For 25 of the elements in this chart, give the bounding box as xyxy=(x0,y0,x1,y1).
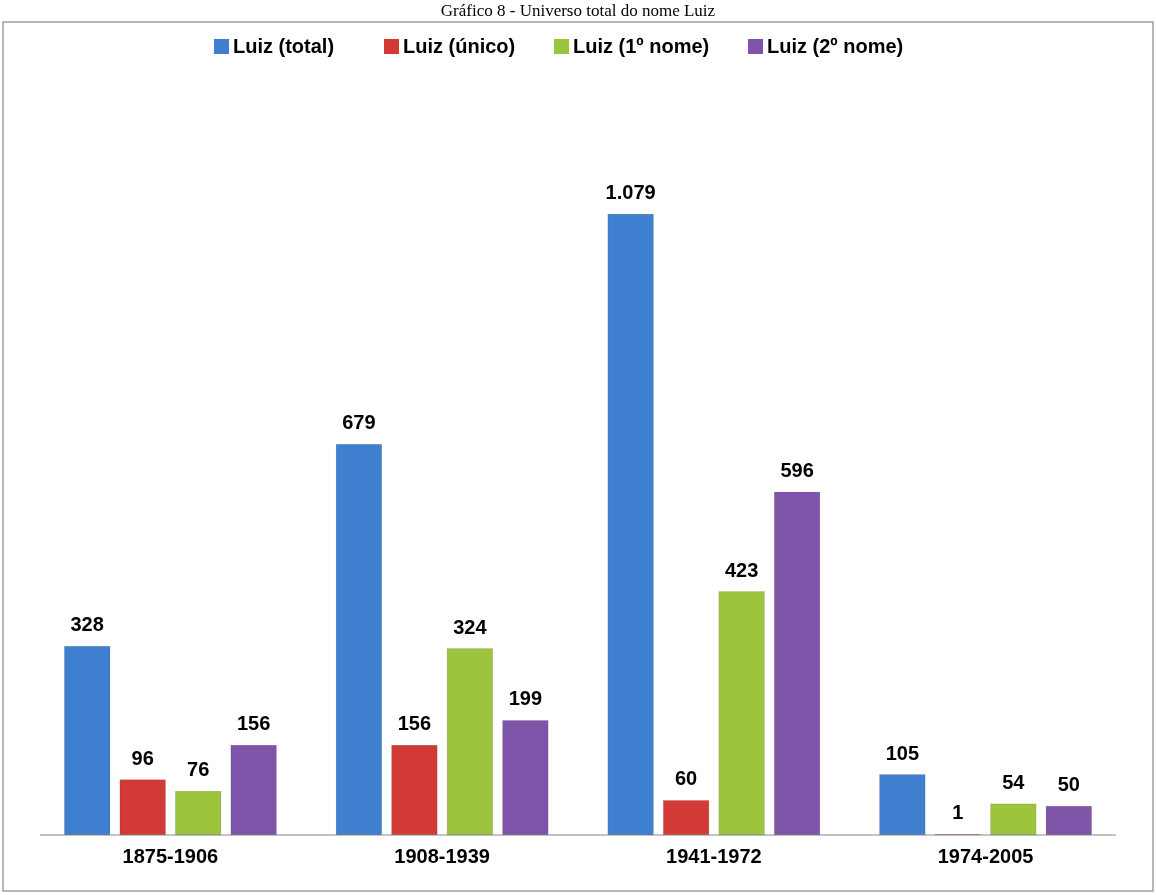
data-label: 50 xyxy=(1057,773,1080,796)
x-tick-label: 1875-1906 xyxy=(122,845,219,867)
x-tick-label: 1974-2005 xyxy=(937,845,1034,867)
data-label: 328 xyxy=(70,613,104,636)
data-label: 96 xyxy=(131,746,154,769)
data-label: 54 xyxy=(1002,770,1026,793)
data-label: 1.079 xyxy=(605,181,656,204)
legend-label: Luiz (total) xyxy=(233,35,335,57)
legend-label: Luiz (1º nome) xyxy=(573,35,710,57)
data-label: 596 xyxy=(780,459,814,482)
data-label: 679 xyxy=(342,411,376,434)
data-label: 199 xyxy=(508,687,543,710)
data-label: 324 xyxy=(453,615,488,638)
data-label: 156 xyxy=(397,712,432,735)
data-label: 60 xyxy=(674,767,698,790)
x-tick-label: 1908-1939 xyxy=(394,845,490,867)
legend-label: Luiz (único) xyxy=(403,35,516,57)
data-label: 76 xyxy=(187,758,210,781)
data-label: 423 xyxy=(724,558,759,581)
legend-label: Luiz (2º nome) xyxy=(767,35,904,57)
x-tick-label: 1941-1972 xyxy=(666,845,762,867)
chart-title: Gráfico 8 - Universo total do nome Luiz xyxy=(440,1,716,20)
data-label: 156 xyxy=(236,712,271,735)
data-label: 105 xyxy=(885,741,920,764)
data-label: 1 xyxy=(952,801,964,824)
